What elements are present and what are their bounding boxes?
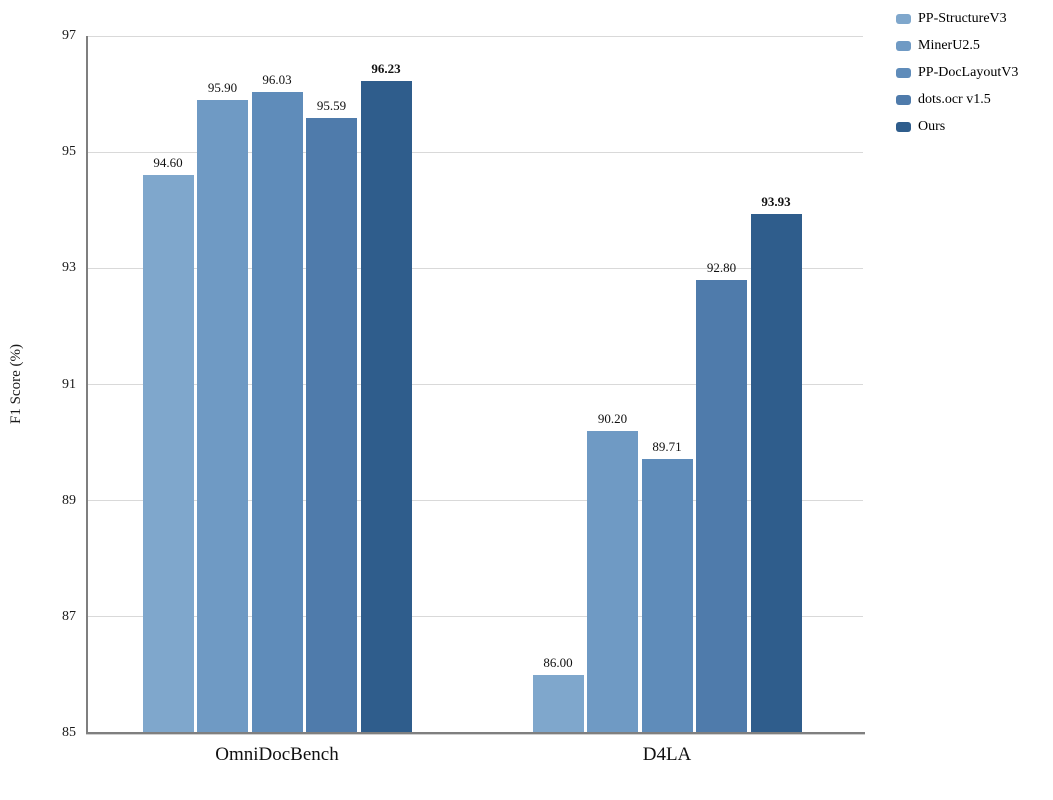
bar-value-label: 96.03 — [262, 72, 292, 88]
bar-value-label: 92.80 — [706, 259, 737, 275]
x-category-label: OmniDocBench — [215, 744, 339, 765]
bar — [360, 80, 412, 733]
bar — [587, 430, 638, 733]
gridline — [87, 384, 863, 385]
y-tick-label: 91 — [62, 376, 76, 392]
x-axis-line — [86, 732, 865, 735]
y-tick-label: 97 — [62, 28, 76, 43]
bar — [197, 99, 248, 733]
legend: PP-StructureV3 MinerU2.5 PP-DocLayoutV3 dot… — [896, 5, 1018, 140]
legend-label: PP-DocLayoutV3 — [918, 64, 1019, 80]
bar-value-label: 89.71 — [652, 439, 682, 455]
legend-swatch — [896, 40, 911, 51]
bar-value-label: 95.59 — [316, 97, 347, 113]
bar — [696, 279, 747, 733]
legend-item: PP-StructureV3 — [896, 5, 1018, 32]
bar — [306, 117, 357, 733]
bar — [251, 92, 303, 733]
legend-label: PP-StructureV3 — [918, 10, 1007, 26]
bar-value-label: 95.90 — [207, 79, 238, 95]
legend-swatch — [896, 94, 911, 105]
bar-value-label: 94.60 — [153, 155, 183, 171]
gridline — [87, 267, 863, 269]
y-axis-title: F1 Score (%) — [8, 344, 24, 425]
y-tick-label: 85 — [62, 725, 76, 740]
legend-swatch — [896, 121, 911, 132]
x-category-label: D4LA — [642, 744, 692, 765]
gridline — [87, 500, 863, 502]
y-tick-label: 93 — [62, 260, 76, 276]
bar — [532, 674, 584, 733]
gridline — [87, 35, 863, 37]
bar-value-label: 96.23 — [371, 60, 401, 76]
y-axis-line — [86, 36, 88, 733]
bar-value-label: 90.20 — [597, 410, 628, 426]
legend-swatch — [896, 67, 911, 78]
legend-item: dots.ocr v1.5 — [896, 86, 1018, 113]
legend-item: PP-DocLayoutV3 — [896, 59, 1018, 86]
legend-label: dots.ocr v1.5 — [918, 91, 991, 107]
gridline — [87, 616, 863, 618]
bar-value-label: 86.00 — [543, 654, 573, 670]
legend-item: MinerU2.5 — [896, 32, 1018, 59]
bar — [641, 459, 693, 733]
bar-value-label: 93.93 — [761, 194, 791, 210]
bar — [142, 175, 194, 733]
gridline — [87, 151, 863, 153]
y-tick-label: 87 — [62, 608, 76, 624]
y-tick-label: 89 — [62, 492, 76, 508]
bar — [750, 214, 802, 733]
legend-swatch — [896, 13, 911, 24]
legend-item: Ours — [896, 113, 1018, 140]
legend-label: MinerU2.5 — [918, 37, 980, 53]
y-tick-label: 95 — [62, 144, 76, 160]
legend-label: Ours — [918, 118, 946, 134]
